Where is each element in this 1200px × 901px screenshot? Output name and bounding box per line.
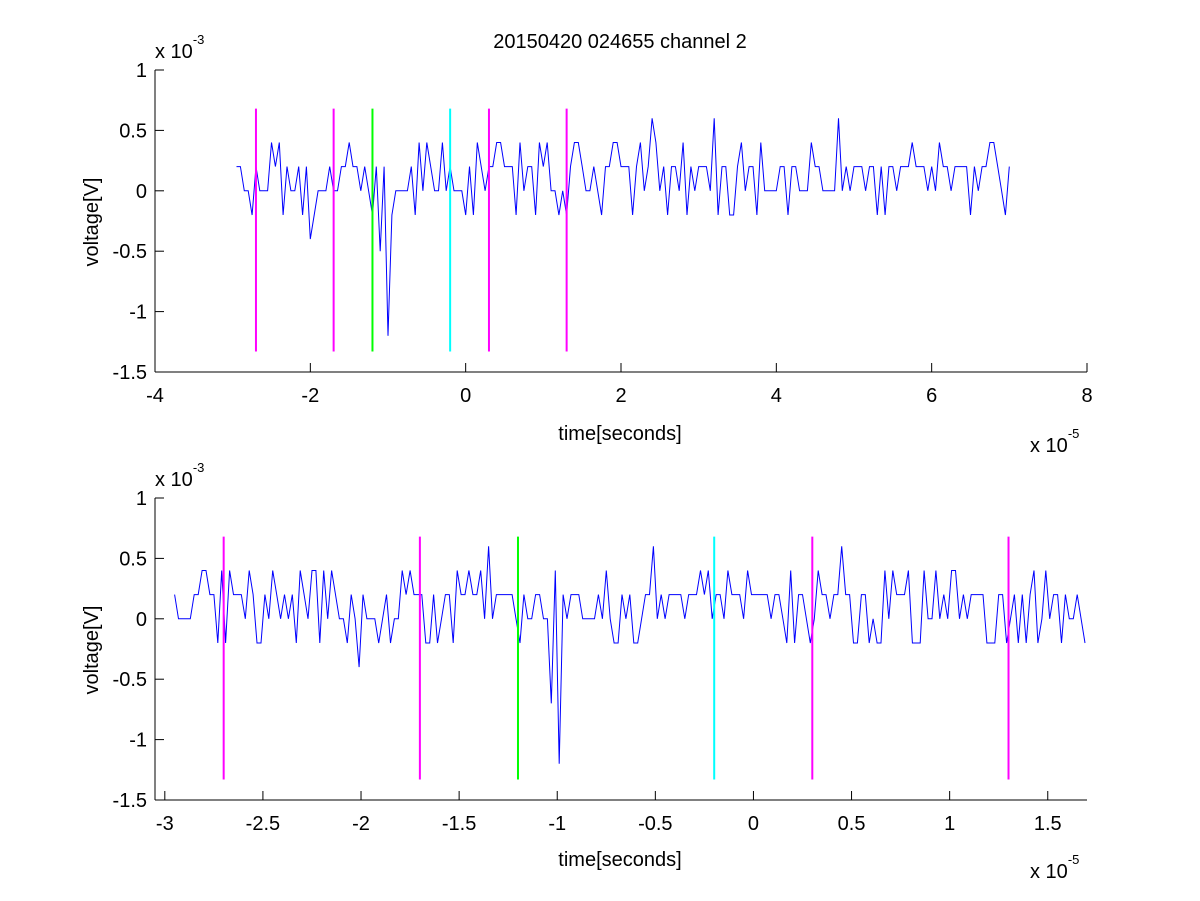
top-y-tick-label: -1.5	[113, 362, 147, 384]
bottom-x-scale-exp: -5	[1068, 852, 1080, 867]
bottom-x-tick-label: -2.5	[246, 813, 280, 835]
top-x-tick-label: 4	[771, 385, 782, 407]
top-x-tick-label: 8	[1081, 385, 1092, 407]
top-plot: time[seconds] voltage[V] x 10-3 x 10-5 1…	[81, 32, 1093, 457]
bottom-x-tick-label: 1	[944, 813, 955, 835]
bottom-x-tick-label: -0.5	[638, 813, 672, 835]
bottom-y-tick-label: -1.5	[113, 790, 147, 812]
top-x-tick-label: 2	[615, 385, 626, 407]
top-signal-trace	[236, 118, 1010, 336]
bottom-x-tick-label: -2	[352, 813, 370, 835]
bottom-y-tick-label: -1	[129, 730, 147, 752]
bottom-y-axis-label: voltage[V]	[81, 606, 103, 695]
bottom-y-scale-label: x 10-3	[155, 460, 204, 491]
top-x-scale-label: x 10-5	[1030, 426, 1079, 457]
bottom-y-tick-label: 1	[136, 488, 147, 510]
bottom-x-tick-label: -1.5	[442, 813, 476, 835]
bottom-y-scale-exp: -3	[193, 460, 205, 475]
bottom-signal-trace	[174, 546, 1086, 764]
bottom-y-tick-label: -0.5	[113, 669, 147, 691]
top-x-tick-label: 6	[926, 385, 937, 407]
bottom-y-scale-base: x 10	[155, 469, 193, 491]
top-y-tick-label: 0	[136, 181, 147, 203]
top-y-axis-label: voltage[V]	[81, 178, 103, 267]
bottom-x-tick-label: 0	[748, 813, 759, 835]
top-x-tick-label: -2	[301, 385, 319, 407]
top-y-tick-label: -0.5	[113, 241, 147, 263]
bottom-x-tick-label: -3	[156, 813, 174, 835]
top-x-scale-exp: -5	[1068, 426, 1080, 441]
top-x-tick-label: -4	[146, 385, 164, 407]
bottom-x-tick-label: 0.5	[838, 813, 866, 835]
bottom-y-tick-label: 0	[136, 609, 147, 631]
bottom-x-tick-label: -1	[548, 813, 566, 835]
bottom-plot: time[seconds] voltage[V] x 10-3 x 10-5 1…	[81, 460, 1087, 883]
top-y-scale-base: x 10	[155, 41, 193, 63]
top-y-tick-label: 1	[136, 60, 147, 82]
top-y-scale-label: x 10-3	[155, 32, 204, 63]
top-x-scale-base: x 10	[1030, 435, 1068, 457]
top-x-tick-label: 0	[460, 385, 471, 407]
bottom-x-scale-label: x 10-5	[1030, 852, 1079, 883]
chart-title: 20150420 024655 channel 2	[493, 31, 747, 53]
bottom-y-tick-label: 0.5	[119, 548, 147, 570]
top-y-tick-label: 0.5	[119, 120, 147, 142]
top-y-scale-exp: -3	[193, 32, 205, 47]
bottom-x-axis-label: time[seconds]	[558, 849, 681, 871]
top-x-axis-label: time[seconds]	[558, 423, 681, 445]
top-y-tick-label: -1	[129, 302, 147, 324]
bottom-x-scale-base: x 10	[1030, 861, 1068, 883]
bottom-x-tick-label: 1.5	[1034, 813, 1062, 835]
